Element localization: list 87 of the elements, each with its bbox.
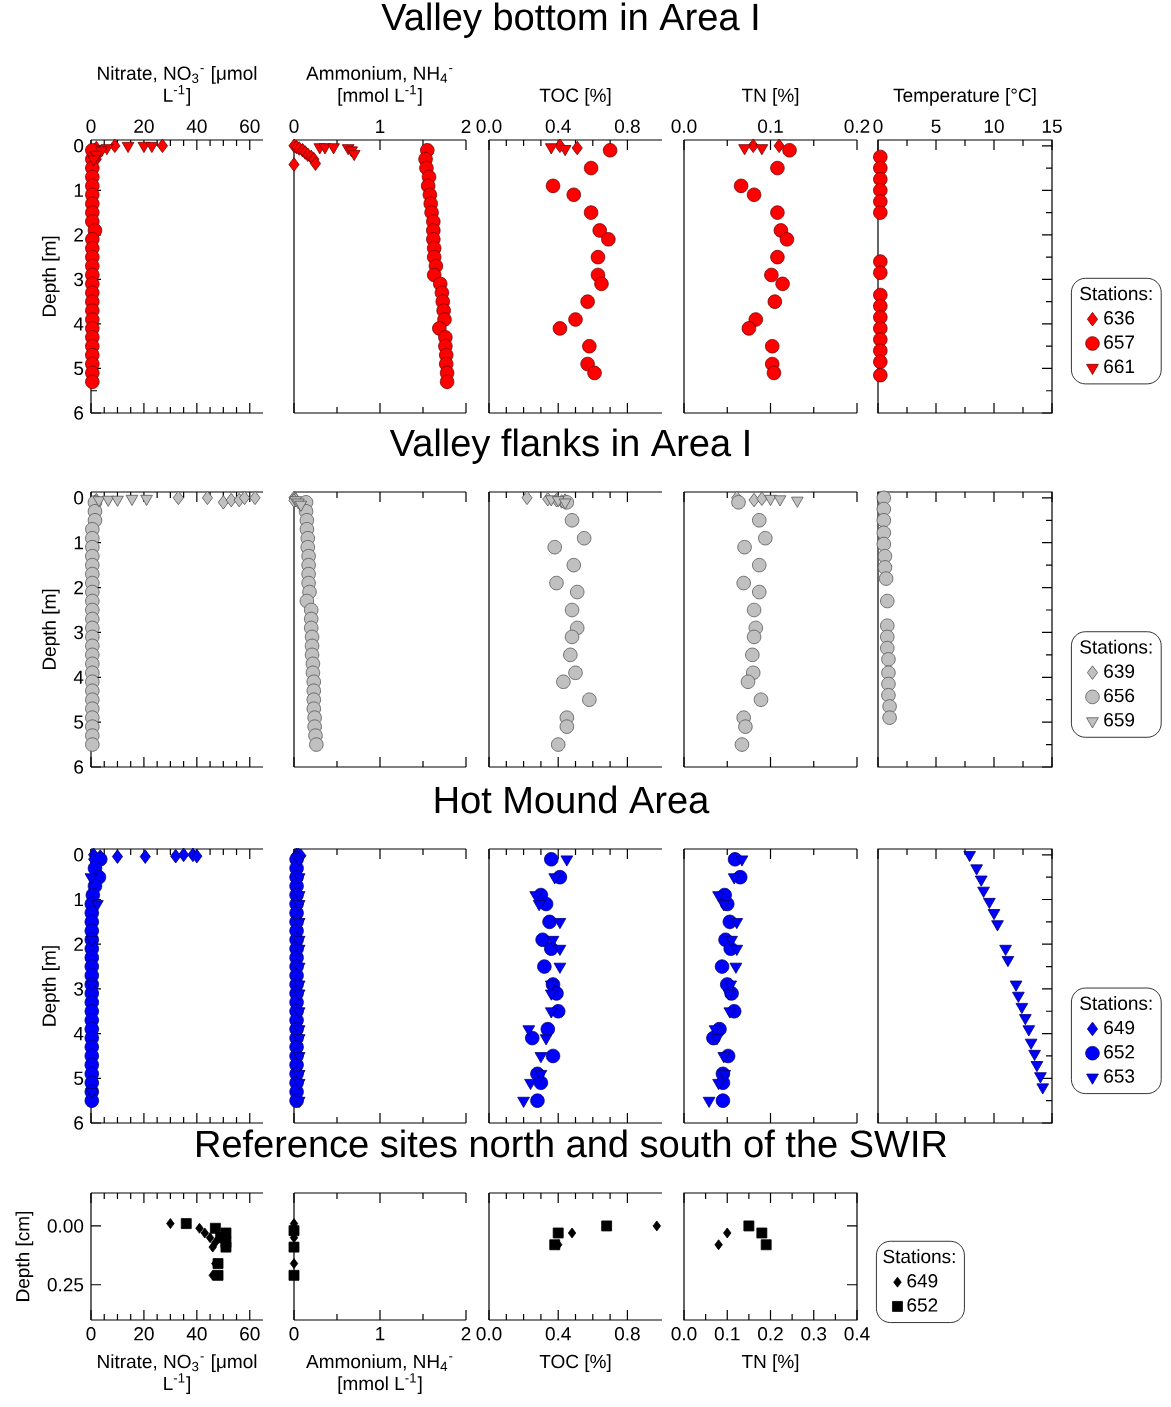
y-tick-label: 0 bbox=[74, 139, 84, 153]
y-tick-label: 4 bbox=[73, 317, 84, 331]
y-tick-label: 5 bbox=[74, 361, 84, 376]
x-tick-label: 0 bbox=[86, 1327, 96, 1341]
x-axis-title: Temperature [°C] bbox=[893, 88, 1036, 106]
x-tick-label: 0.1 bbox=[714, 1327, 740, 1341]
x-tick-label: 60 bbox=[240, 119, 260, 133]
x-tick-label: 0.1 bbox=[758, 119, 783, 133]
x-tick-label: 0.0 bbox=[476, 119, 502, 133]
y-tick-label: 5 bbox=[74, 715, 84, 729]
x-tick-label: 20 bbox=[134, 1327, 154, 1341]
y-tick-label: 6 bbox=[74, 406, 84, 420]
x-tick-label: 2 bbox=[461, 1327, 471, 1341]
x-tick-label: 0.4 bbox=[844, 1327, 870, 1341]
legend-label: 659 bbox=[1104, 713, 1135, 727]
x-tick-label: 1 bbox=[376, 119, 385, 133]
y-tick-label: 2 bbox=[74, 580, 83, 595]
y-tick-label: 0.25 bbox=[47, 1278, 84, 1292]
x-tick-label: 10 bbox=[984, 119, 1004, 133]
y-tick-label: 0.00 bbox=[47, 1219, 84, 1233]
y-tick-label: 0 bbox=[74, 491, 84, 505]
x-tick-label: 0.3 bbox=[801, 1327, 827, 1341]
x-tick-label: 15 bbox=[1042, 119, 1062, 133]
x-tick-label: 5 bbox=[931, 119, 941, 133]
text: Nitrate, NO$_{3}$$^{-}$ [μmol L$^{-1}$] bbox=[98, 66, 257, 106]
x-tick-label: 2 bbox=[461, 119, 471, 133]
x-tick-label: 0.8 bbox=[614, 1327, 640, 1341]
x-tick-label: 0.4 bbox=[545, 119, 571, 133]
legend-label: 636 bbox=[1104, 311, 1135, 325]
y-tick-label: 4 bbox=[73, 670, 84, 684]
y-tick-label: 6 bbox=[74, 1116, 84, 1130]
y-tick-label: 4 bbox=[73, 1027, 84, 1041]
y-tick-label: 2 bbox=[74, 937, 83, 951]
x-tick-label: 0 bbox=[289, 1327, 299, 1341]
y-tick-label: 1 bbox=[74, 536, 83, 550]
text: Nitrate, NO$_{3}$$^{-}$ [μmol L$^{-1}$] bbox=[98, 1354, 257, 1394]
y-tick-label: 5 bbox=[74, 1071, 84, 1085]
x-tick-label: 0.0 bbox=[671, 1327, 697, 1341]
x-tick-label: 0.8 bbox=[614, 119, 640, 133]
y-axis-title: Depth [m] bbox=[41, 589, 60, 670]
legend-label: 639 bbox=[1104, 664, 1135, 678]
x-tick-label: 60 bbox=[240, 1327, 260, 1341]
x-tick-label: 1 bbox=[376, 1327, 385, 1341]
x-tick-label: 0 bbox=[873, 119, 883, 133]
y-axis-title: Depth [m] bbox=[41, 236, 60, 317]
legend-label: 656 bbox=[1104, 688, 1135, 703]
x-tick-label: 20 bbox=[134, 119, 154, 133]
y-axis-title: Depth [m] bbox=[41, 946, 60, 1026]
legend-label: 661 bbox=[1104, 359, 1135, 374]
legend-label: 652 bbox=[1104, 1045, 1135, 1059]
chart-title: Hot Mound Area bbox=[435, 785, 710, 814]
x-tick-label: 40 bbox=[186, 1327, 207, 1341]
y-tick-label: 0 bbox=[74, 848, 84, 862]
chart-title: Valley flanks in Area I bbox=[389, 428, 749, 464]
x-tick-label: 0.2 bbox=[844, 119, 870, 133]
chart-title: Valley bottom in Area I bbox=[381, 2, 758, 38]
y-tick-label: 2 bbox=[74, 228, 83, 242]
x-tick-label: 0.4 bbox=[545, 1327, 571, 1341]
y-tick-label: 3 bbox=[74, 625, 84, 640]
legend-label: 649 bbox=[1104, 1020, 1135, 1035]
y-tick-label: 3 bbox=[74, 272, 84, 287]
legend-label: 657 bbox=[1104, 335, 1135, 349]
legend-title: Stations: bbox=[1080, 996, 1152, 1010]
x-tick-label: 40 bbox=[186, 119, 207, 133]
legend-title: Stations: bbox=[1080, 286, 1152, 301]
x-tick-label: 0.0 bbox=[476, 1327, 502, 1341]
chart-title: Reference sites north and south of the SWIR bbox=[197, 1129, 947, 1158]
text: Ammonium, NH$_{4}$- [mmol L$^{-1}$] bbox=[306, 66, 453, 106]
x-axis-title: TN [%] bbox=[741, 1354, 799, 1372]
legend-title: Stations: bbox=[883, 1249, 955, 1264]
y-axis-title: Depth [cm] bbox=[15, 1211, 34, 1301]
legend-title: Stations: bbox=[1080, 639, 1152, 654]
legend-label: 653 bbox=[1104, 1069, 1135, 1083]
x-tick-label: 0 bbox=[86, 119, 96, 133]
legend-label: 652 bbox=[907, 1298, 938, 1312]
text: Ammonium, NH$_{4}$- [mmol L$^{-1}$] bbox=[306, 1354, 453, 1394]
x-axis-title: TOC [%] bbox=[539, 1354, 611, 1372]
x-axis-title: TOC [%] bbox=[539, 88, 611, 106]
x-tick-label: 0.0 bbox=[671, 119, 697, 133]
y-tick-label: 6 bbox=[74, 760, 84, 774]
x-axis-title: TN [%] bbox=[741, 88, 799, 106]
y-tick-label: 1 bbox=[74, 892, 83, 907]
x-tick-label: 0 bbox=[289, 119, 299, 133]
x-tick-label: 0.2 bbox=[758, 1327, 783, 1341]
legend-label: 649 bbox=[907, 1274, 938, 1288]
y-tick-label: 3 bbox=[74, 982, 84, 996]
y-tick-label: 1 bbox=[74, 183, 83, 197]
